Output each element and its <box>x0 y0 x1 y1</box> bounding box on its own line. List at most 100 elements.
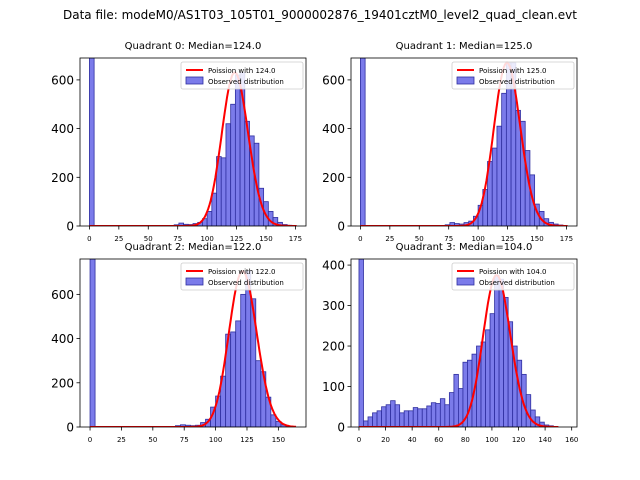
histogram-bar <box>234 74 241 226</box>
legend-box <box>451 61 575 90</box>
x-tick-label: 0 <box>358 235 362 243</box>
histogram-bar <box>225 123 232 226</box>
poisson-curve <box>89 71 297 226</box>
panel-quadrant-3: Quadrant 3: Median=104.0 0 20 40 60 80 100 120 1… <box>322 242 578 444</box>
legend-bar-swatch <box>185 76 204 85</box>
histogram-bar <box>360 58 366 226</box>
histogram-bar <box>394 404 401 427</box>
x-tick-label: 75 <box>173 235 182 243</box>
y-tick-label: 300 <box>322 299 345 313</box>
x-tick-label: 25 <box>114 235 123 243</box>
x-tick-label: 25 <box>117 436 126 444</box>
histogram-bar <box>426 405 432 427</box>
legend-bar-swatch <box>185 277 204 286</box>
y-tick-label: 0 <box>337 421 345 435</box>
legend-box <box>451 262 575 291</box>
x-tick-label: 0 <box>87 235 91 243</box>
legend-curve-label: Poission with 104.0 <box>479 268 547 276</box>
histogram-bar <box>275 421 282 427</box>
x-tick-label: 40 <box>408 436 417 444</box>
legend-curve-label: Poission with 125.0 <box>479 67 547 75</box>
panel-title: Quadrant 0: Median=124.0 <box>125 41 262 52</box>
axes-frame <box>79 57 307 227</box>
x-tick-label: 100 <box>471 235 484 243</box>
histogram-bar <box>494 274 500 427</box>
x-tick-label: 75 <box>180 436 189 444</box>
histogram-bar <box>435 403 441 427</box>
panel-quadrant-1: Quadrant 1: Median=125.0 0 25 50 75 100 125 150… <box>322 41 578 243</box>
histogram-bar <box>408 410 414 427</box>
histogram-bar <box>489 313 495 427</box>
histogram-bar <box>485 329 491 427</box>
histogram-bar <box>255 360 262 427</box>
legend: Poission with 125.0 Observed distribution <box>451 61 575 90</box>
x-tick-label: 175 <box>560 235 573 243</box>
x-tick-label: 140 <box>538 436 551 444</box>
x-tick-label: 20 <box>381 436 390 444</box>
y-tick-label: 200 <box>322 171 345 185</box>
legend-box <box>180 262 304 291</box>
y-tick-label: 200 <box>51 376 74 390</box>
panel-quadrant-0: Quadrant 0: Median=124.0 0 25 50 75 100 125 150… <box>51 41 307 243</box>
histogram-bar <box>421 408 428 427</box>
x-tick-label: 125 <box>501 235 514 243</box>
x-tick-label: 160 <box>565 436 578 444</box>
y-tick-label: 400 <box>51 122 74 136</box>
x-tick-label: 0 <box>88 436 92 444</box>
histogram-bar <box>498 278 505 427</box>
histogram-bar <box>491 147 498 226</box>
histogram-bar <box>444 404 450 427</box>
y-tick-label: 600 <box>51 288 74 302</box>
y-tick-label: 600 <box>322 73 345 87</box>
legend-box <box>180 61 304 90</box>
legend-bar-label: Observed distribution <box>479 78 555 86</box>
x-tick-label: 80 <box>461 436 470 444</box>
histogram-bar <box>240 293 247 427</box>
legend-curve-label: Poission with 124.0 <box>208 67 276 75</box>
histogram-bar <box>399 412 405 427</box>
legend: Poission with 122.0 Observed distribution <box>180 262 304 291</box>
histogram-bar <box>448 392 455 427</box>
x-tick-label: 0 <box>357 436 361 444</box>
histogram-bar <box>376 410 382 427</box>
legend: Poission with 124.0 Observed distribution <box>180 61 304 90</box>
y-tick-label: 100 <box>322 380 345 394</box>
x-tick-label: 75 <box>444 235 453 243</box>
x-tick-label: 150 <box>530 235 543 243</box>
legend-bar-label: Observed distribution <box>208 279 284 287</box>
histogram-bar <box>367 416 373 427</box>
histogram-bar <box>390 400 396 427</box>
y-tick-label: 400 <box>322 259 345 273</box>
legend-bar-label: Observed distribution <box>479 279 555 287</box>
y-tick-label: 400 <box>322 122 345 136</box>
histogram-bar <box>496 125 503 226</box>
x-tick-label: 120 <box>512 436 525 444</box>
histogram-bar <box>206 210 213 226</box>
axes-frame <box>350 258 578 428</box>
histogram-bar <box>403 410 410 427</box>
axes-frame <box>79 258 307 428</box>
x-tick-label: 50 <box>144 235 153 243</box>
x-tick-label: 125 <box>230 235 243 243</box>
histogram-bar <box>89 58 95 226</box>
histogram-bar <box>372 412 378 427</box>
panel-title: Quadrant 1: Median=125.0 <box>396 41 533 52</box>
x-tick-label: 100 <box>209 436 222 444</box>
x-tick-label: 25 <box>385 235 394 243</box>
histogram-bar <box>439 398 446 427</box>
histogram-bar <box>381 406 387 427</box>
histogram-bar <box>453 373 459 427</box>
y-tick-label: 200 <box>322 340 345 354</box>
histogram-bar <box>235 320 242 427</box>
x-tick-label: 175 <box>289 235 302 243</box>
axes-frame <box>350 57 578 227</box>
y-tick-label: 0 <box>66 220 74 234</box>
histogram-bar <box>412 407 419 427</box>
x-tick-label: 150 <box>272 436 285 444</box>
x-tick-label: 50 <box>415 235 424 243</box>
x-tick-label: 60 <box>434 436 443 444</box>
histogram-bar <box>480 341 486 427</box>
x-tick-label: 50 <box>148 436 157 444</box>
y-tick-label: 0 <box>66 421 74 435</box>
x-tick-label: 150 <box>259 235 272 243</box>
